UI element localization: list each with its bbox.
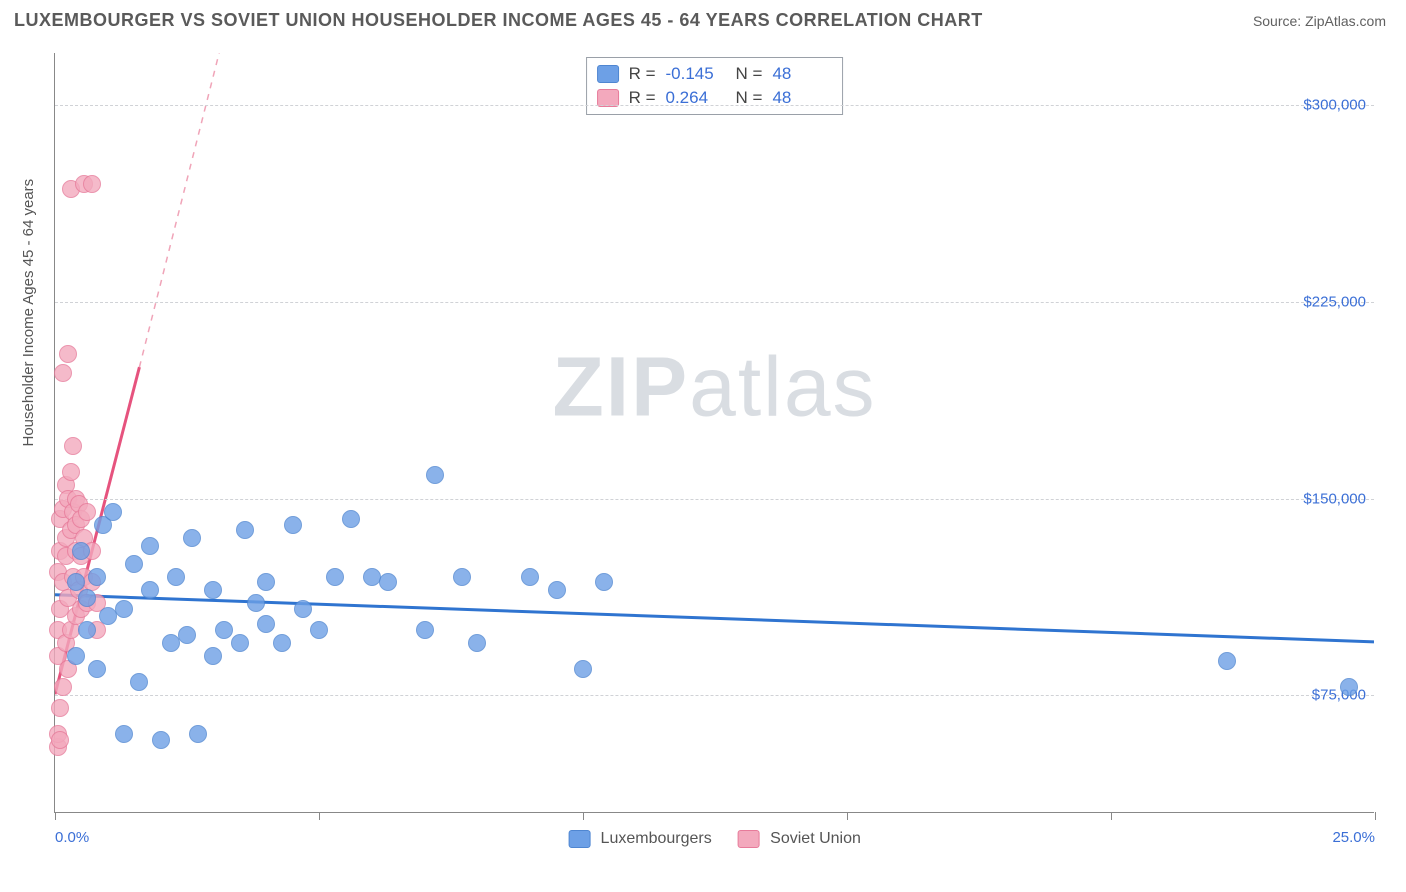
data-point <box>141 581 159 599</box>
gridline <box>55 695 1374 696</box>
data-point <box>64 437 82 455</box>
source-link[interactable]: ZipAtlas.com <box>1305 13 1386 29</box>
title-bar: LUXEMBOURGER VS SOVIET UNION HOUSEHOLDER… <box>0 0 1406 35</box>
data-point <box>54 678 72 696</box>
data-point <box>204 647 222 665</box>
watermark: ZIPatlas <box>552 338 876 435</box>
stat-r-label: R = <box>629 64 656 84</box>
data-point <box>342 510 360 528</box>
y-tick-label: $300,000 <box>1303 97 1366 114</box>
data-point <box>78 621 96 639</box>
legend-label-2: Soviet Union <box>770 830 861 847</box>
x-tick <box>583 812 584 820</box>
legend-swatch-1 <box>597 65 619 83</box>
x-tick-label: 25.0% <box>1332 829 1375 846</box>
stat-n-label: N = <box>736 64 763 84</box>
page-title: LUXEMBOURGER VS SOVIET UNION HOUSEHOLDER… <box>14 10 983 31</box>
trend-lines <box>55 53 1374 812</box>
gridline <box>55 499 1374 500</box>
data-point <box>521 568 539 586</box>
data-point <box>257 615 275 633</box>
data-point <box>115 600 133 618</box>
data-point <box>379 573 397 591</box>
stat-n-value-1: 48 <box>772 64 832 84</box>
data-point <box>215 621 233 639</box>
data-point <box>83 175 101 193</box>
data-point <box>115 725 133 743</box>
data-point <box>236 521 254 539</box>
legend-item-2: Soviet Union <box>738 830 861 848</box>
chart-container: Householder Income Ages 45 - 64 years ZI… <box>14 35 1394 865</box>
data-point <box>78 503 96 521</box>
watermark-light: atlas <box>689 339 876 433</box>
data-point <box>183 529 201 547</box>
x-tick <box>319 812 320 820</box>
data-point <box>426 466 444 484</box>
data-point <box>1340 678 1358 696</box>
data-point <box>178 626 196 644</box>
data-point <box>247 594 265 612</box>
data-point <box>326 568 344 586</box>
data-point <box>152 731 170 749</box>
x-tick <box>55 812 56 820</box>
gridline <box>55 105 1374 106</box>
data-point <box>51 731 69 749</box>
data-point <box>72 542 90 560</box>
data-point <box>167 568 185 586</box>
data-point <box>54 364 72 382</box>
data-point <box>51 699 69 717</box>
x-tick <box>1375 812 1376 820</box>
data-point <box>104 503 122 521</box>
x-tick-label: 0.0% <box>55 829 89 846</box>
data-point <box>284 516 302 534</box>
source: Source: ZipAtlas.com <box>1253 13 1386 29</box>
data-point <box>294 600 312 618</box>
data-point <box>548 581 566 599</box>
legend-series: Luxembourgers Soviet Union <box>568 830 861 848</box>
data-point <box>88 660 106 678</box>
gridline <box>55 302 1374 303</box>
data-point <box>453 568 471 586</box>
watermark-bold: ZIP <box>552 339 689 433</box>
y-tick-label: $150,000 <box>1303 490 1366 507</box>
source-label: Source: <box>1253 13 1301 29</box>
stat-r-value-1: -0.145 <box>666 64 726 84</box>
data-point <box>595 573 613 591</box>
legend-item-1: Luxembourgers <box>568 830 712 848</box>
x-tick <box>847 812 848 820</box>
legend-swatch-b1 <box>568 830 590 848</box>
y-axis-label: Householder Income Ages 45 - 64 years <box>20 179 37 447</box>
legend-row-1: R = -0.145 N = 48 <box>597 62 833 86</box>
data-point <box>257 573 275 591</box>
data-point <box>67 647 85 665</box>
data-point <box>141 537 159 555</box>
data-point <box>1218 652 1236 670</box>
data-point <box>130 673 148 691</box>
data-point <box>204 581 222 599</box>
data-point <box>59 345 77 363</box>
legend-swatch-2 <box>597 89 619 107</box>
plot-area: ZIPatlas R = -0.145 N = 48 R = 0.264 N =… <box>54 53 1374 813</box>
x-tick <box>1111 812 1112 820</box>
legend-swatch-b2 <box>738 830 760 848</box>
data-point <box>125 555 143 573</box>
y-tick-label: $225,000 <box>1303 293 1366 310</box>
data-point <box>88 568 106 586</box>
data-point <box>273 634 291 652</box>
data-point <box>78 589 96 607</box>
data-point <box>231 634 249 652</box>
data-point <box>416 621 434 639</box>
legend-label-1: Luxembourgers <box>601 830 712 847</box>
data-point <box>574 660 592 678</box>
data-point <box>62 463 80 481</box>
data-point <box>468 634 486 652</box>
data-point <box>310 621 328 639</box>
data-point <box>67 573 85 591</box>
data-point <box>189 725 207 743</box>
